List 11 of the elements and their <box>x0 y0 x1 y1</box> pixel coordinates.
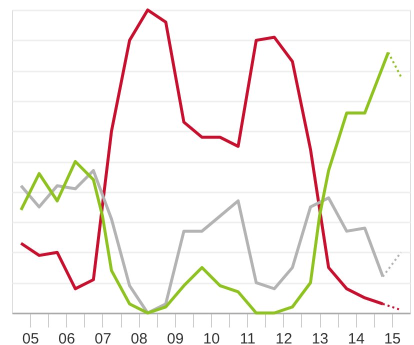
x-tick-label: 13 <box>312 330 328 345</box>
x-tick-label: 09 <box>166 330 184 345</box>
x-tick-label: 15 <box>384 330 401 345</box>
x-tick-label: 08 <box>130 330 148 345</box>
x-tick-label: 14 <box>348 330 365 345</box>
x-tick-label: 10 <box>203 330 220 345</box>
x-tick-label: 12 <box>276 330 292 345</box>
x-tick-label: 05 <box>22 330 39 345</box>
x-tick-label: 06 <box>58 330 76 345</box>
x-tick-label: 07 <box>94 330 112 345</box>
x-tick-label: 11 <box>240 330 256 345</box>
